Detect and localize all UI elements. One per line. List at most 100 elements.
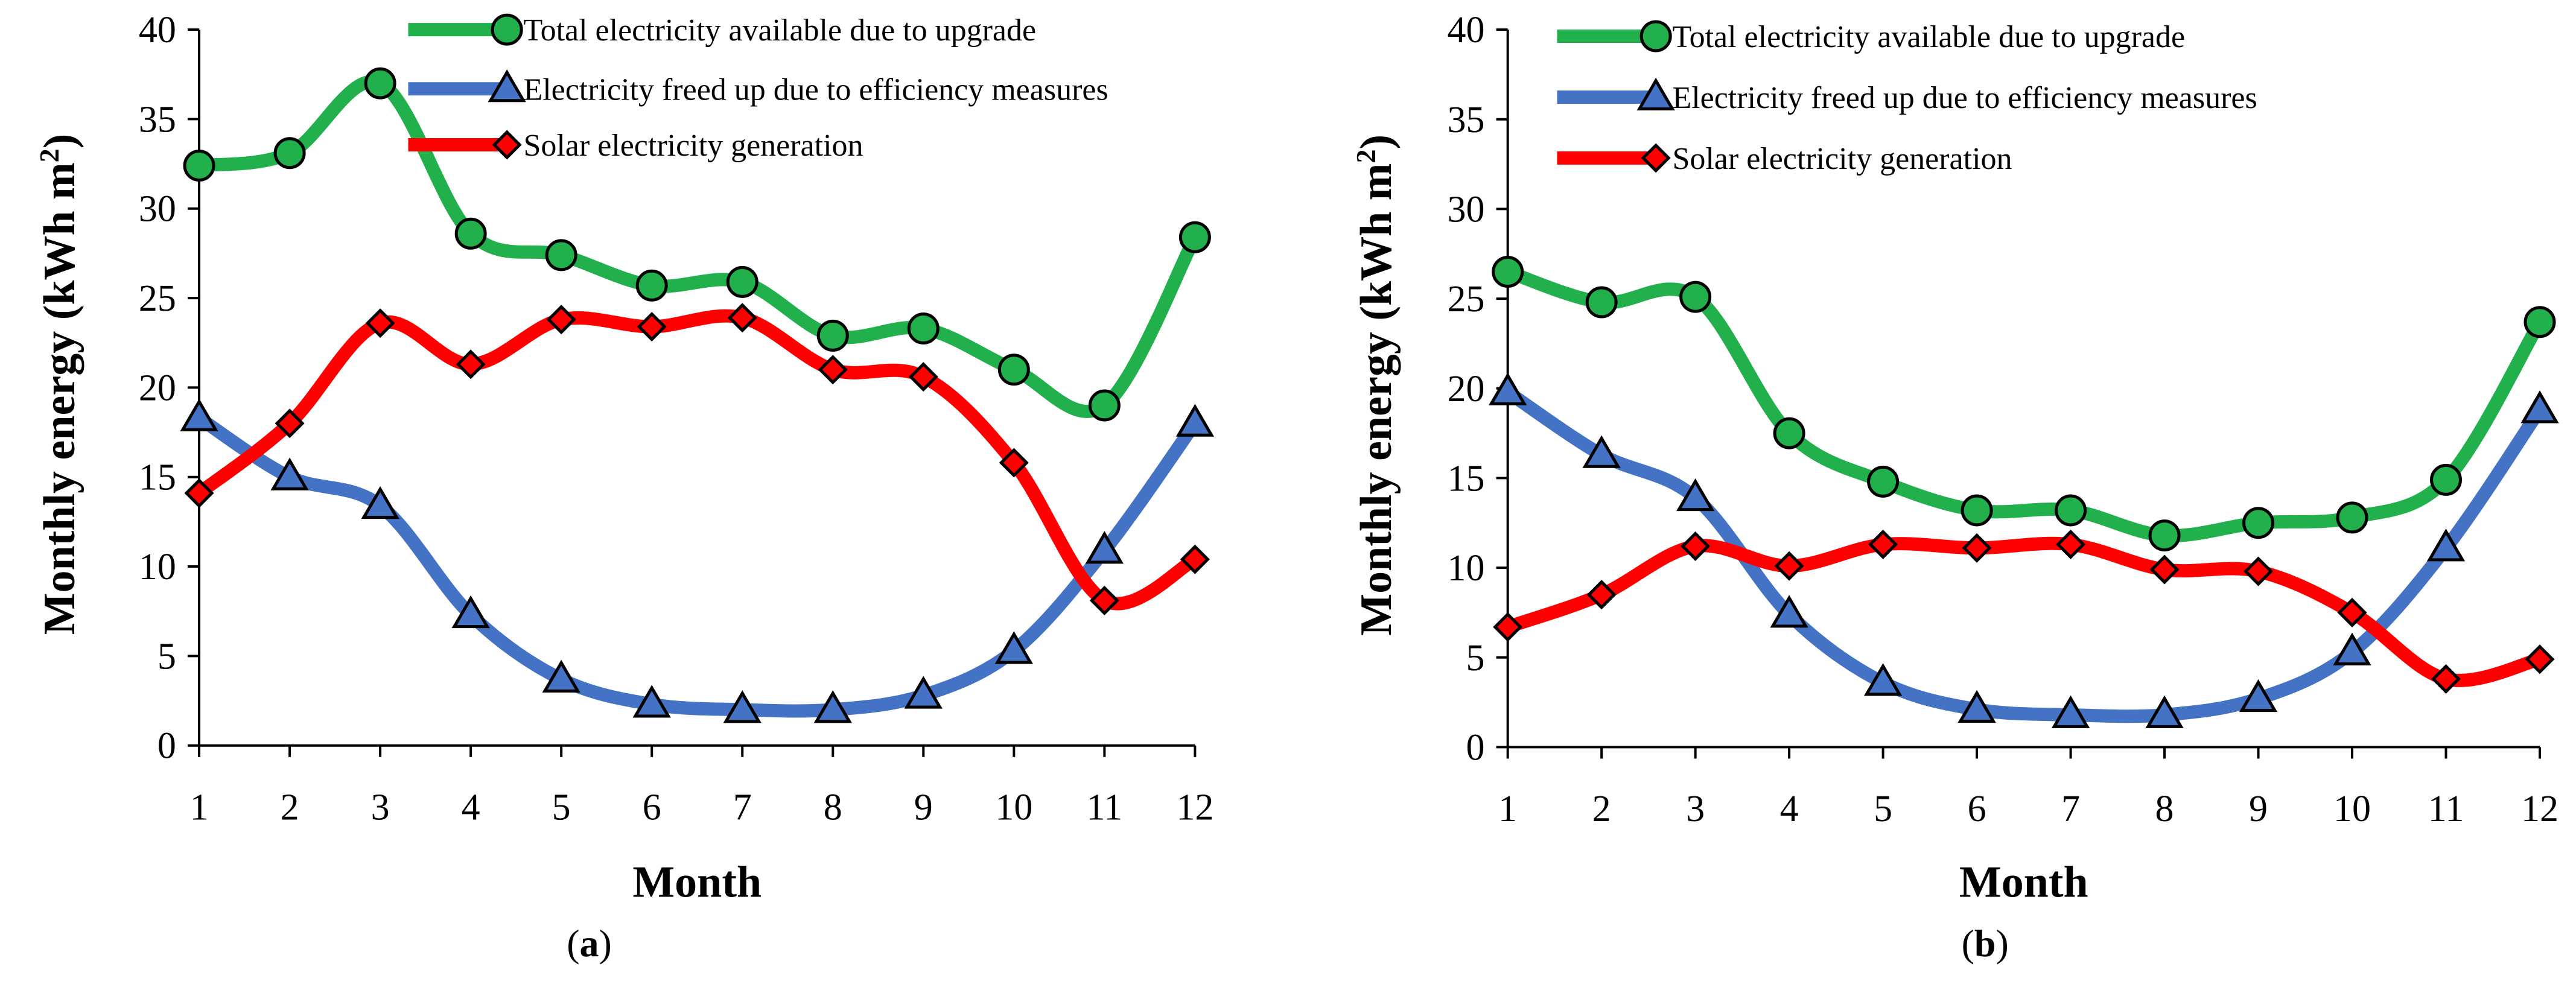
data-point bbox=[1585, 286, 1618, 319]
x-tick-label: 8 bbox=[824, 787, 842, 828]
x-tick-label: 2 bbox=[1592, 789, 1611, 830]
data-point bbox=[1586, 580, 1617, 610]
data-point bbox=[818, 355, 848, 385]
data-point bbox=[542, 659, 580, 693]
legend-label: Electricity freed up due to efficiency m… bbox=[523, 72, 1108, 107]
legend-marker bbox=[1636, 77, 1675, 110]
series-efficiency bbox=[1489, 372, 2559, 728]
data-point bbox=[2430, 463, 2463, 496]
x-tick-label: 7 bbox=[733, 787, 752, 828]
x-tick-label: 9 bbox=[2249, 789, 2268, 830]
legend: Total electricity available due to upgra… bbox=[408, 13, 1108, 163]
y-tick-label: 30 bbox=[1447, 189, 1484, 230]
data-point bbox=[1774, 551, 1804, 581]
data-point bbox=[2244, 556, 2274, 586]
data-point bbox=[1085, 531, 1124, 564]
x-tick-label: 11 bbox=[1086, 787, 1122, 828]
data-point bbox=[1180, 544, 1210, 574]
x-tick-label: 7 bbox=[2061, 789, 2080, 830]
x-tick-label: 3 bbox=[1686, 789, 1705, 830]
panel-caption: (b) bbox=[1962, 922, 2009, 965]
caption-close: ) bbox=[1996, 922, 2009, 965]
x-tick-label: 10 bbox=[995, 787, 1032, 828]
x-tick-label: 3 bbox=[371, 787, 390, 828]
y-axis-title: Monthly energy (kWh m2) bbox=[34, 134, 84, 635]
data-point bbox=[273, 137, 306, 170]
data-point bbox=[1867, 465, 1900, 498]
y-tick-label: 40 bbox=[1447, 10, 1484, 51]
series-efficiency bbox=[180, 398, 1215, 723]
y-axis-title-close: ) bbox=[1352, 135, 1401, 150]
series-solar bbox=[184, 303, 1210, 615]
legend-marker bbox=[488, 69, 526, 103]
caption-letter: a bbox=[580, 922, 599, 965]
x-tick-label: 1 bbox=[1498, 789, 1517, 830]
x-tick-label: 1 bbox=[190, 787, 209, 828]
data-point bbox=[2051, 695, 2090, 728]
data-point bbox=[2149, 554, 2180, 585]
data-point bbox=[184, 478, 214, 508]
data-point bbox=[904, 676, 943, 709]
series-total bbox=[1492, 255, 2556, 552]
data-point bbox=[1863, 663, 1903, 696]
data-point bbox=[1773, 417, 1805, 449]
data-point bbox=[545, 239, 577, 271]
data-point bbox=[546, 305, 576, 335]
y-axis-title-superscript: 2 bbox=[34, 148, 65, 162]
y-axis-title-main: Monthly energy (kWh m bbox=[35, 162, 84, 635]
data-point bbox=[999, 448, 1029, 478]
data-point bbox=[2336, 501, 2368, 534]
legend-marker bbox=[492, 130, 522, 160]
legend-entry: Solar electricity generation bbox=[408, 129, 863, 163]
data-point bbox=[2239, 679, 2278, 712]
data-point bbox=[997, 354, 1030, 386]
x-tick-label: 5 bbox=[552, 787, 571, 828]
data-point bbox=[1582, 435, 1621, 468]
data-point bbox=[1679, 281, 1712, 313]
x-tick-label: 4 bbox=[1780, 789, 1799, 830]
legend-entry: Total electricity available due to upgra… bbox=[408, 13, 1036, 48]
legend-marker bbox=[1639, 20, 1672, 52]
data-point bbox=[816, 319, 849, 352]
legend-label: Electricity freed up due to efficiency m… bbox=[1672, 81, 2257, 115]
caption-open: ( bbox=[1962, 922, 1974, 965]
y-tick-label: 40 bbox=[139, 10, 176, 51]
legend-label: Solar electricity generation bbox=[523, 129, 863, 163]
data-point bbox=[454, 217, 487, 250]
x-tick-label: 9 bbox=[914, 787, 933, 828]
data-point bbox=[451, 595, 490, 629]
y-tick-label: 5 bbox=[1466, 638, 1484, 679]
y-tick-label: 20 bbox=[1447, 369, 1484, 410]
data-point bbox=[1770, 595, 1808, 628]
series-line bbox=[192, 309, 1202, 611]
x-tick-label: 4 bbox=[462, 787, 480, 828]
data-point bbox=[2426, 528, 2466, 562]
data-point bbox=[1493, 612, 1523, 642]
x-tick-label: 5 bbox=[1874, 789, 1892, 830]
data-point bbox=[275, 408, 305, 439]
data-point bbox=[2055, 494, 2087, 527]
series-solar bbox=[1493, 529, 2555, 694]
data-point bbox=[1178, 221, 1211, 253]
data-point bbox=[2145, 695, 2184, 728]
y-axis-title-close: ) bbox=[35, 134, 84, 149]
data-point bbox=[637, 312, 667, 342]
caption-close: ) bbox=[599, 922, 612, 965]
legend-entry: Electricity freed up due to efficiency m… bbox=[1557, 77, 2257, 115]
x-tick-label: 2 bbox=[281, 787, 299, 828]
series-line bbox=[1501, 385, 2547, 723]
caption-letter: b bbox=[1974, 922, 1996, 965]
data-point bbox=[2524, 306, 2556, 338]
panel-caption: (a) bbox=[567, 922, 612, 965]
series-line bbox=[192, 411, 1202, 718]
data-point bbox=[2431, 664, 2461, 694]
x-tick-label: 6 bbox=[1968, 789, 1986, 830]
